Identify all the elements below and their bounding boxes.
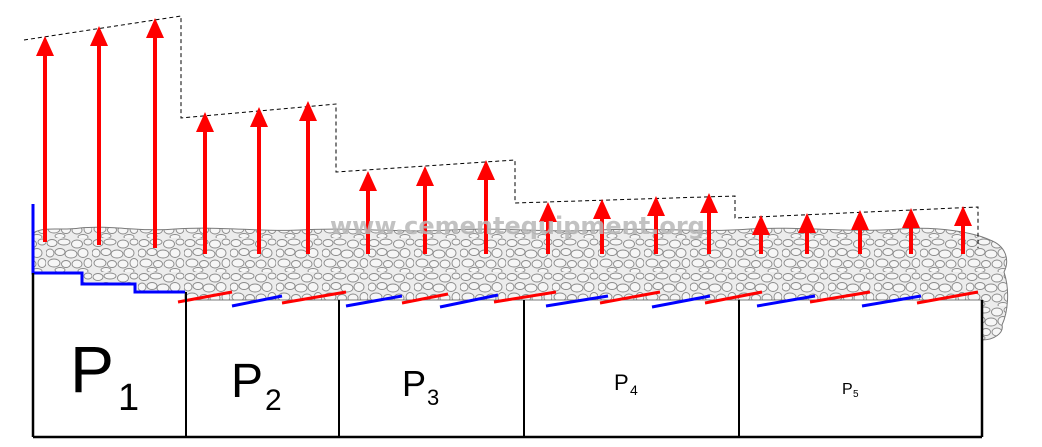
- chamber-p2-label: P 2: [231, 355, 282, 417]
- grate-plate-3: [281, 290, 347, 305]
- airflow-arrow-p5-3: [851, 210, 869, 254]
- airflow-arrow-p5-2: [798, 213, 816, 254]
- airflow-arrow-p2-2: [250, 107, 268, 254]
- airflow-arrow-p3-2: [416, 166, 434, 254]
- grate-plate-15: [916, 290, 979, 305]
- watermark: www.cementequipment.org: [330, 212, 705, 240]
- airflow-arrow-p5-5: [954, 206, 972, 254]
- chamber-p2-index: 2: [265, 384, 282, 417]
- airflow-arrow-p4-2: [593, 199, 611, 254]
- chamber-outlines: [31, 273, 984, 439]
- grate-plate-10: [651, 294, 711, 309]
- airflow-arrow-p1-3: [146, 18, 164, 248]
- grate-plate-2: [231, 294, 283, 308]
- grate-plate-4: [345, 294, 403, 308]
- chamber-p1-letter: P: [70, 332, 114, 406]
- airflow-arrow-p1-1: [36, 36, 54, 242]
- airflow-arrow-p2-1: [196, 112, 214, 254]
- chamber-p4-label: P 4: [614, 370, 638, 398]
- airflow-arrow-p5-1: [752, 215, 770, 254]
- chamber-p4-letter: P: [614, 370, 629, 395]
- grate-plate-11: [704, 290, 763, 305]
- chamber-p3-label: P 3: [402, 363, 439, 410]
- chamber-p5-letter: P: [842, 381, 853, 398]
- airflow-arrows: [36, 18, 972, 254]
- chamber-p5-label: P 5: [842, 381, 859, 400]
- airflow-arrow-p4-1: [539, 202, 557, 254]
- grate-plate-8: [545, 294, 609, 308]
- airflow-arrow-p4-4: [700, 193, 718, 254]
- chamber-p2-letter: P: [231, 355, 263, 408]
- airflow-arrow-p3-1: [359, 171, 377, 254]
- chamber-p3-letter: P: [402, 363, 426, 404]
- airflow-arrow-p3-3: [477, 160, 495, 254]
- chamber-p3-index: 3: [427, 385, 439, 410]
- grate-plate-13: [809, 290, 871, 304]
- chamber-p5-index: 5: [853, 389, 859, 400]
- airflow-arrow-p5-4: [902, 208, 920, 254]
- grate-plate-6: [439, 293, 499, 309]
- chamber-p1-label: P 1: [70, 332, 139, 419]
- chamber-p4-index: 4: [630, 382, 638, 398]
- grate-plate-14: [861, 294, 922, 308]
- grate-plate-9: [599, 290, 661, 305]
- clinker-bed: [32, 226, 1009, 341]
- chamber-p1-index: 1: [118, 377, 139, 419]
- grate-plate-12: [756, 294, 816, 308]
- grate-plate-5: [401, 292, 449, 305]
- airflow-arrow-p2-3: [299, 101, 317, 254]
- airflow-envelope: [23, 15, 979, 248]
- airflow-arrow-p4-3: [647, 196, 665, 254]
- airflow-arrow-p1-2: [90, 26, 108, 245]
- grate-plates: [177, 290, 979, 309]
- grate-plate-7: [493, 290, 557, 304]
